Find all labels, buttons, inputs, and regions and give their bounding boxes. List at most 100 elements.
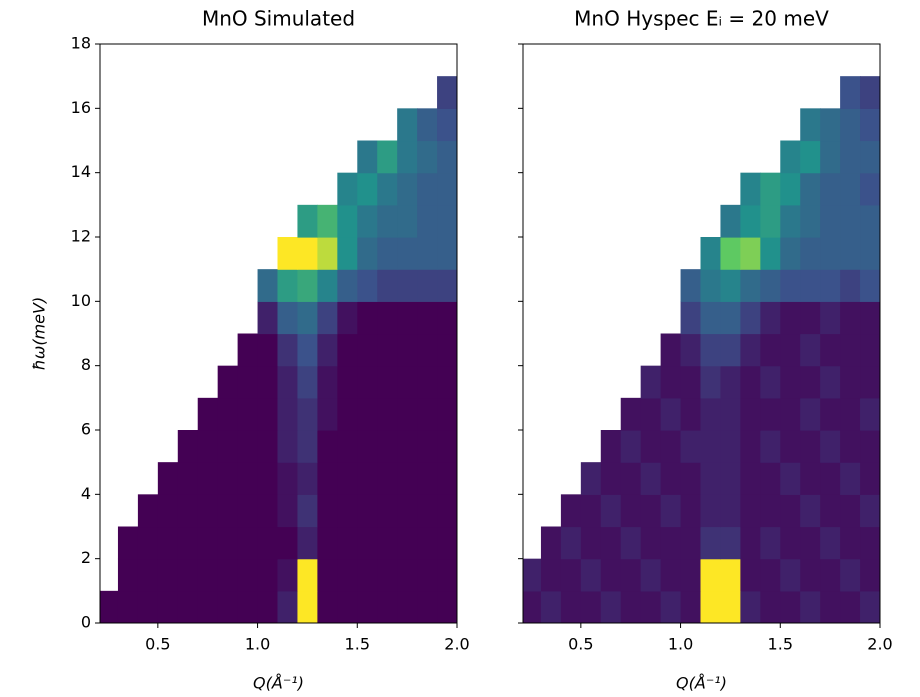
heatmap-cell (437, 76, 457, 109)
heatmap-cell (397, 108, 418, 142)
heatmap-cell (377, 430, 398, 463)
heatmap-cell (297, 526, 318, 560)
heatmap-cell (237, 590, 259, 623)
heatmap-cell (740, 494, 761, 528)
heatmap-cell (740, 204, 761, 238)
heatmap-cell (297, 494, 318, 528)
heatmap-cell (417, 301, 438, 335)
heatmap-cell (277, 430, 299, 463)
heatmap-cell (560, 590, 582, 623)
heatmap-cell (740, 237, 761, 270)
heatmap-cell (417, 204, 438, 238)
heatmap-cell (720, 462, 741, 495)
heatmap-cell (217, 430, 239, 463)
heatmap-cell (580, 462, 602, 495)
heatmap-cell (257, 301, 279, 335)
heatmap-cell (417, 237, 438, 270)
heatmap-cell (117, 526, 139, 560)
heatmap-cell (580, 526, 602, 560)
heatmap-cell (437, 204, 457, 238)
heatmap-cell (760, 365, 781, 399)
heatmap-cell (700, 494, 722, 528)
heatmap-cell (700, 333, 722, 367)
heatmap-cell (197, 430, 219, 463)
heatmap-cell (620, 494, 642, 528)
heatmap-cell (860, 237, 880, 270)
heatmap-cell (600, 494, 622, 528)
heatmap-cell (840, 108, 861, 142)
heatmap-cell (257, 397, 279, 431)
heatmap-cell (277, 494, 299, 528)
heatmap-cell (760, 269, 781, 302)
heatmap-cell (840, 397, 861, 431)
heatmap-cell (840, 269, 861, 302)
y-tick-label: 12 (71, 227, 91, 246)
heatmap-cell (377, 301, 398, 335)
heatmap-cell (720, 237, 741, 270)
heatmap-cell (117, 558, 139, 592)
heatmap-cell (437, 172, 457, 206)
heatmap-cell (237, 365, 259, 399)
heatmap-cell (780, 237, 801, 270)
heatmap-cell (640, 397, 662, 431)
heatmap-cell (377, 494, 398, 528)
heatmap-cell (860, 430, 880, 463)
heatmap-cell (620, 397, 642, 431)
heatmap-cell (800, 590, 821, 623)
heatmap-cell (357, 590, 378, 623)
heatmap-cell (800, 172, 821, 206)
heatmap-cell (660, 430, 682, 463)
heatmap-cell (277, 526, 299, 560)
y-tick-label: 16 (71, 98, 91, 117)
heatmap-cell (820, 140, 841, 174)
heatmap-cell (337, 558, 358, 592)
heatmap-cell (760, 301, 781, 335)
heatmap-cell (700, 558, 722, 592)
heatmap-cell (437, 558, 457, 592)
heatmap-cell (117, 590, 139, 623)
heatmap-cell (317, 204, 338, 238)
heatmap-cell (257, 365, 279, 399)
heatmap-cell (237, 333, 259, 367)
heatmap-cell (820, 558, 841, 592)
heatmap-cell (397, 526, 418, 560)
chart-title: MnO Simulated (202, 7, 355, 31)
heatmap-cell (640, 462, 662, 495)
heatmap-cell (397, 237, 418, 270)
heatmap-cell (417, 140, 438, 174)
heatmap-cell (580, 558, 602, 592)
heatmap-cell (720, 333, 741, 367)
heatmap-cell (800, 333, 821, 367)
heatmap-cell (417, 333, 438, 367)
y-tick-label: 6 (81, 420, 91, 439)
heatmap-cell (357, 333, 378, 367)
heatmap-cell (700, 397, 722, 431)
heatmap-cell (197, 558, 219, 592)
heatmap-cell (800, 462, 821, 495)
heatmap-cell (417, 172, 438, 206)
heatmap-cell (297, 237, 318, 270)
heatmap-cell (337, 301, 358, 335)
heatmap-cell (277, 333, 299, 367)
heatmap-cell (720, 204, 741, 238)
heatmap-cell (177, 494, 199, 528)
heatmap-cell (357, 397, 378, 431)
y-tick-label: 18 (71, 34, 91, 53)
heatmap-cell (540, 590, 562, 623)
heatmap-cell (840, 301, 861, 335)
heatmap-cell (780, 558, 801, 592)
heatmap-cell (780, 140, 801, 174)
heatmap-cell (100, 590, 119, 623)
x-tick-label: 1.5 (768, 635, 793, 654)
heatmap-cell (357, 301, 378, 335)
heatmap-cell (720, 365, 741, 399)
heatmap-cell (820, 430, 841, 463)
heatmap-cell (397, 140, 418, 174)
heatmap-cell (277, 590, 299, 623)
heatmap-cell (417, 590, 438, 623)
heatmap-cell (277, 462, 299, 495)
heatmap-cell (397, 204, 418, 238)
heatmap-cell (720, 558, 741, 592)
heatmap-cell (840, 590, 861, 623)
heatmap-cell (377, 204, 398, 238)
